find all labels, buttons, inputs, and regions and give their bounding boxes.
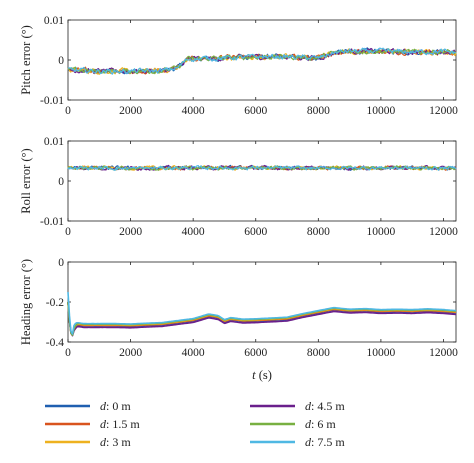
x-tick-label: 12000 — [429, 105, 458, 117]
legend-label: d: 7.5 m — [305, 435, 345, 449]
x-tick-label: 0 — [65, 105, 71, 117]
y-tick-label: -0.2 — [46, 297, 64, 309]
legend-label: d: 3 m — [100, 435, 131, 449]
x-tick-label: 8000 — [307, 226, 330, 238]
y-tick-label: 0.01 — [44, 136, 64, 148]
series-line — [67, 47, 457, 74]
y-axis-label: Heading error (°) — [19, 259, 33, 345]
y-tick-label: 0 — [58, 55, 64, 67]
x-tick-label: 6000 — [244, 105, 267, 117]
x-tick-label: 6000 — [244, 226, 267, 238]
legend-label: d: 6 m — [305, 417, 336, 431]
y-tick-label: -0.4 — [46, 337, 64, 349]
y-tick-label: -0.01 — [40, 95, 64, 107]
legend-label: d: 1.5 m — [100, 417, 140, 431]
x-tick-label: 2000 — [119, 105, 142, 117]
series-line — [67, 165, 457, 171]
x-tick-label: 8000 — [307, 105, 330, 117]
series-line — [67, 47, 457, 75]
axes-frame — [67, 261, 457, 343]
x-tick-label: 12000 — [429, 226, 458, 238]
axes-frame — [67, 19, 457, 101]
y-tick-label: 0 — [58, 257, 64, 269]
x-tick-label: 4000 — [182, 226, 205, 238]
x-tick-label: 10000 — [367, 105, 396, 117]
x-tick-label: 10000 — [367, 347, 396, 359]
x-tick-label: 0 — [65, 347, 71, 359]
y-axis-label: Roll error (°) — [19, 148, 33, 213]
series-line — [67, 301, 457, 337]
x-tick-label: 6000 — [244, 347, 267, 359]
legend-label: d: 0 m — [100, 399, 131, 413]
x-tick-label: 10000 — [367, 226, 396, 238]
x-tick-label: 4000 — [182, 347, 205, 359]
y-axis-label: Pitch error (°) — [19, 25, 33, 95]
y-tick-label: 0.01 — [44, 15, 64, 27]
y-tick-label: 0 — [58, 176, 64, 188]
x-tick-label: 2000 — [119, 347, 142, 359]
x-tick-label: 0 — [65, 226, 71, 238]
axes-frame — [67, 140, 457, 222]
x-tick-label: 8000 — [307, 347, 330, 359]
legend-label: d: 4.5 m — [305, 399, 345, 413]
x-tick-label: 4000 — [182, 105, 205, 117]
x-tick-label: 12000 — [429, 347, 458, 359]
x-tick-label: 2000 — [119, 226, 142, 238]
x-axis-label: t (s) — [252, 368, 272, 382]
y-tick-label: -0.01 — [40, 216, 64, 228]
series-line — [67, 291, 457, 335]
